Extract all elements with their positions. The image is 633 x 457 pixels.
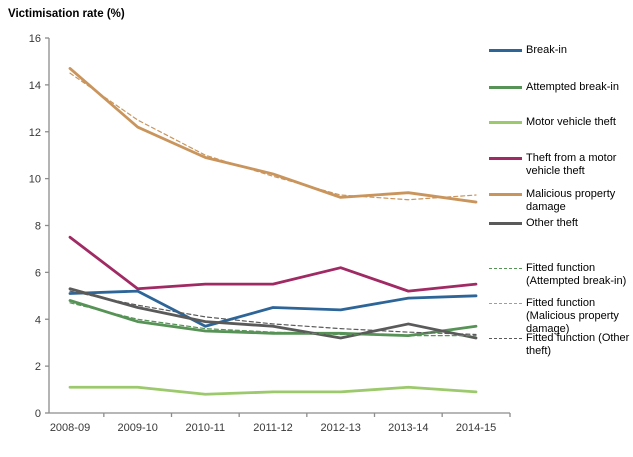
legend-item-fitted-function-other-theft: Fitted function (Other theft) <box>489 332 630 358</box>
y-tick-label: 14 <box>29 80 41 92</box>
legend-item-attempted-break-in: Attempted break-in <box>489 81 630 94</box>
legend-label: Motor vehicle theft <box>526 116 616 128</box>
legend-label: Fitted function (Other theft) <box>526 332 630 357</box>
x-tick-label: 2014-15 <box>456 422 496 434</box>
series-line-fitted-function-attempted-break-in <box>69 302 477 337</box>
x-tick-label: 2009-10 <box>117 422 157 434</box>
legend-item-motor-vehicle-theft: Motor vehicle theft <box>489 116 630 129</box>
legend-swatch-fitted-function-attempted-break-in <box>489 268 522 269</box>
legend-swatch-attempted-break-in <box>489 86 522 89</box>
x-tick-label: 2011-12 <box>253 422 293 434</box>
legend-swatch-motor-vehicle-theft <box>489 121 522 124</box>
legend-swatch-fitted-function-malicious-property-damage <box>489 303 522 304</box>
legend-swatch-other-theft <box>489 222 522 225</box>
y-tick-label: 10 <box>29 174 41 186</box>
chart-title: Victimisation rate (%) <box>8 8 125 20</box>
series-line-malicious-property-damage <box>68 67 478 204</box>
y-tick-label: 12 <box>29 127 41 139</box>
legend-swatch-theft-from-a-motor-vehicle-theft <box>489 157 522 160</box>
legend-swatch-malicious-property-damage <box>489 193 522 196</box>
legend-label: Break-in <box>526 44 567 56</box>
legend-label: Fitted function (Malicious property dama… <box>526 297 619 335</box>
series-line-fitted-function-malicious-property-damage <box>69 72 477 201</box>
y-tick-label: 16 <box>29 33 41 45</box>
legend-swatch-break-in <box>489 49 522 52</box>
y-tick-label: 0 <box>35 408 41 420</box>
legend-item-break-in: Break-in <box>489 44 630 57</box>
series-line-attempted-break-in <box>68 299 478 338</box>
legend-label: Other theft <box>526 217 578 229</box>
legend-item-fitted-function-attempted-break-in: Fitted function (Attempted break-in) <box>489 262 630 288</box>
legend-item-malicious-property-damage: Malicious property damage <box>489 188 630 214</box>
x-tick-label: 2012-13 <box>320 422 360 434</box>
legend-label: Attempted break-in <box>526 81 619 93</box>
series-line-break-in <box>68 289 478 328</box>
series-line-fitted-function-other-theft <box>69 290 477 336</box>
x-tick-label: 2008-09 <box>50 422 90 434</box>
chart-legend: Break-in Attempted break-in Motor vehicle … <box>489 0 633 457</box>
y-tick-label: 6 <box>35 267 41 279</box>
series-line-other-theft <box>68 287 478 340</box>
legend-item-other-theft: Other theft <box>489 217 630 230</box>
legend-item-fitted-function-malicious-property-damage: Fitted function (Malicious property dama… <box>489 297 630 336</box>
legend-label: Malicious property damage <box>526 188 616 213</box>
x-tick-label: 2013-14 <box>388 422 428 434</box>
legend-label: Fitted function (Attempted break-in) <box>526 262 627 287</box>
y-tick-label: 8 <box>35 221 41 233</box>
legend-item-theft-from-a-motor-vehicle-theft: Theft from a motor vehicle theft <box>489 152 630 178</box>
series-line-theft-from-a-motor-vehicle-theft <box>68 235 478 293</box>
legend-swatch-fitted-function-other-theft <box>489 338 522 339</box>
x-tick-label: 2010-11 <box>186 422 226 434</box>
y-tick-label: 4 <box>35 314 41 326</box>
y-tick-label: 2 <box>35 361 41 373</box>
series-line-motor-vehicle-theft <box>68 385 478 396</box>
legend-label: Theft from a motor vehicle theft <box>526 152 617 177</box>
